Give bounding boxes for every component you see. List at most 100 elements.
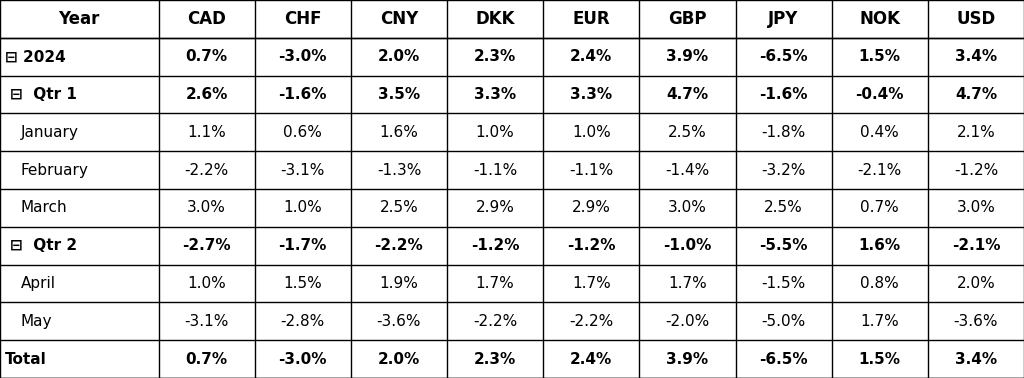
Text: -1.7%: -1.7% [279, 238, 327, 253]
Text: 1.6%: 1.6% [380, 125, 419, 140]
Text: -1.8%: -1.8% [762, 125, 806, 140]
Text: -2.0%: -2.0% [666, 314, 710, 329]
Text: January: January [20, 125, 78, 140]
Text: -3.6%: -3.6% [377, 314, 421, 329]
Text: 2.5%: 2.5% [380, 200, 419, 215]
Text: 2.0%: 2.0% [378, 352, 420, 367]
Text: 3.4%: 3.4% [954, 352, 997, 367]
Text: -1.1%: -1.1% [569, 163, 613, 178]
Text: 2.9%: 2.9% [571, 200, 610, 215]
Text: -1.5%: -1.5% [762, 276, 806, 291]
Text: CAD: CAD [187, 10, 226, 28]
Text: ⊟ 2024: ⊟ 2024 [5, 49, 66, 64]
Text: April: April [20, 276, 55, 291]
Text: 1.5%: 1.5% [859, 49, 901, 64]
Text: CNY: CNY [380, 10, 418, 28]
Text: NOK: NOK [859, 10, 900, 28]
Text: 2.3%: 2.3% [474, 49, 516, 64]
Text: -1.2%: -1.2% [471, 238, 519, 253]
Text: February: February [20, 163, 88, 178]
Text: -1.4%: -1.4% [666, 163, 710, 178]
Text: May: May [20, 314, 52, 329]
Text: 1.7%: 1.7% [860, 314, 899, 329]
Text: -2.1%: -2.1% [951, 238, 1000, 253]
Text: 1.7%: 1.7% [572, 276, 610, 291]
Text: -2.7%: -2.7% [182, 238, 231, 253]
Text: -5.0%: -5.0% [762, 314, 806, 329]
Text: 0.7%: 0.7% [185, 352, 227, 367]
Text: 3.9%: 3.9% [667, 352, 709, 367]
Text: 2.0%: 2.0% [378, 49, 420, 64]
Text: -2.2%: -2.2% [184, 163, 228, 178]
Text: -3.0%: -3.0% [279, 352, 327, 367]
Text: 3.0%: 3.0% [668, 200, 707, 215]
Text: 2.3%: 2.3% [474, 352, 516, 367]
Text: 2.9%: 2.9% [476, 200, 514, 215]
Text: -3.6%: -3.6% [953, 314, 998, 329]
Text: -2.8%: -2.8% [281, 314, 325, 329]
Text: JPY: JPY [768, 10, 799, 28]
Text: 1.7%: 1.7% [476, 276, 514, 291]
Text: 1.0%: 1.0% [187, 276, 226, 291]
Text: -3.0%: -3.0% [279, 49, 327, 64]
Text: -1.6%: -1.6% [760, 87, 808, 102]
Text: 2.4%: 2.4% [570, 49, 612, 64]
Text: ⊟  Qtr 1: ⊟ Qtr 1 [10, 87, 77, 102]
Text: 0.6%: 0.6% [284, 125, 323, 140]
Text: -1.1%: -1.1% [473, 163, 517, 178]
Text: 3.9%: 3.9% [667, 49, 709, 64]
Text: ⊟  Qtr 2: ⊟ Qtr 2 [10, 238, 78, 253]
Text: March: March [20, 200, 68, 215]
Text: 2.1%: 2.1% [956, 125, 995, 140]
Text: -1.2%: -1.2% [567, 238, 615, 253]
Text: -3.2%: -3.2% [762, 163, 806, 178]
Text: -1.6%: -1.6% [279, 87, 327, 102]
Text: GBP: GBP [669, 10, 707, 28]
Text: 3.5%: 3.5% [378, 87, 420, 102]
Text: 3.0%: 3.0% [187, 200, 226, 215]
Text: 3.0%: 3.0% [956, 200, 995, 215]
Text: -3.1%: -3.1% [184, 314, 228, 329]
Text: -3.1%: -3.1% [281, 163, 325, 178]
Text: -1.0%: -1.0% [664, 238, 712, 253]
Text: 1.0%: 1.0% [284, 200, 323, 215]
Text: EUR: EUR [572, 10, 610, 28]
Text: 4.7%: 4.7% [954, 87, 997, 102]
Text: 1.0%: 1.0% [572, 125, 610, 140]
Text: -2.2%: -2.2% [375, 238, 423, 253]
Text: 1.5%: 1.5% [284, 276, 323, 291]
Text: Year: Year [58, 10, 100, 28]
Text: DKK: DKK [475, 10, 515, 28]
Text: 2.0%: 2.0% [956, 276, 995, 291]
Text: 3.4%: 3.4% [954, 49, 997, 64]
Text: 1.7%: 1.7% [668, 276, 707, 291]
Text: 2.5%: 2.5% [764, 200, 803, 215]
Text: -0.4%: -0.4% [855, 87, 904, 102]
Text: 3.3%: 3.3% [570, 87, 612, 102]
Text: 2.6%: 2.6% [185, 87, 227, 102]
Text: -6.5%: -6.5% [759, 352, 808, 367]
Text: -1.2%: -1.2% [953, 163, 998, 178]
Text: 0.7%: 0.7% [185, 49, 227, 64]
Text: CHF: CHF [284, 10, 322, 28]
Text: 1.0%: 1.0% [476, 125, 514, 140]
Text: -5.5%: -5.5% [760, 238, 808, 253]
Text: 1.6%: 1.6% [859, 238, 901, 253]
Text: 1.9%: 1.9% [380, 276, 419, 291]
Text: 0.7%: 0.7% [860, 200, 899, 215]
Text: 2.5%: 2.5% [668, 125, 707, 140]
Text: 2.4%: 2.4% [570, 352, 612, 367]
Text: 1.1%: 1.1% [187, 125, 226, 140]
Text: 1.5%: 1.5% [859, 352, 901, 367]
Text: -2.1%: -2.1% [858, 163, 902, 178]
Text: -6.5%: -6.5% [759, 49, 808, 64]
Text: -2.2%: -2.2% [473, 314, 517, 329]
Text: USD: USD [956, 10, 995, 28]
Text: 4.7%: 4.7% [667, 87, 709, 102]
Text: 3.3%: 3.3% [474, 87, 516, 102]
Text: -1.3%: -1.3% [377, 163, 421, 178]
Text: 0.8%: 0.8% [860, 276, 899, 291]
Text: Total: Total [5, 352, 47, 367]
Text: -2.2%: -2.2% [569, 314, 613, 329]
Text: 0.4%: 0.4% [860, 125, 899, 140]
